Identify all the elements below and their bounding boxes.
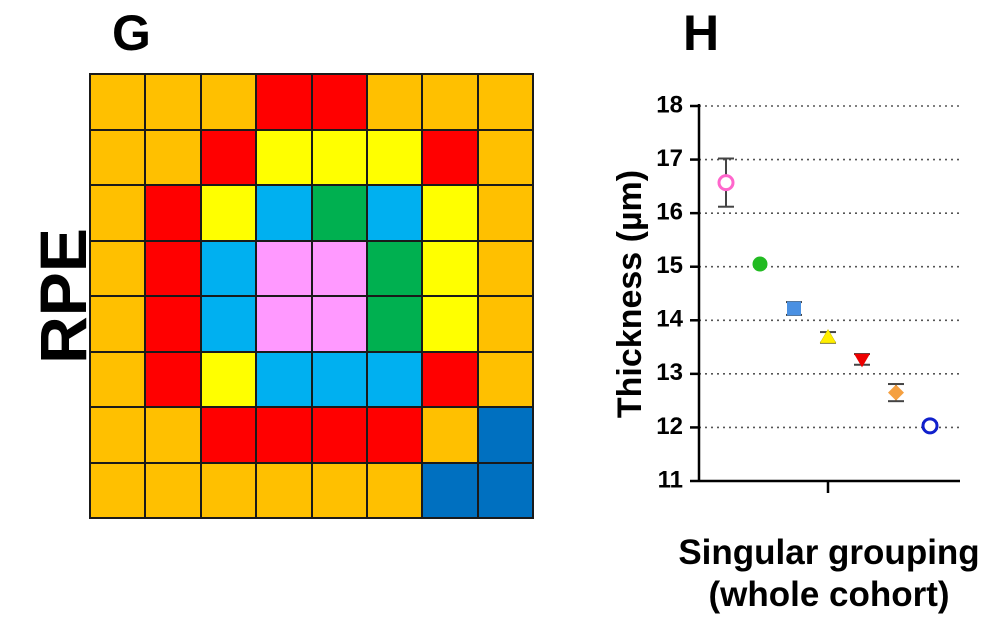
- grid-cell: [145, 462, 201, 518]
- grid-cell: [200, 74, 257, 130]
- grid-cell: [366, 74, 423, 130]
- grid-cell: [145, 407, 201, 463]
- grid-cell: [477, 462, 533, 518]
- grid-cell: [311, 129, 367, 185]
- grid-cell: [200, 462, 257, 518]
- grid-cell: [477, 74, 533, 130]
- grid-cell: [311, 74, 367, 130]
- grid-cell: [200, 296, 257, 352]
- grid-cell: [256, 296, 312, 352]
- panel-letter-g: G: [112, 5, 151, 61]
- grid-cell: [145, 296, 201, 352]
- x-axis-label-line-2: (whole cohort): [708, 575, 950, 614]
- y-tick-label: 12: [656, 413, 683, 440]
- y-tick-label: 16: [656, 198, 683, 225]
- y-tick-label: 17: [656, 145, 683, 172]
- data-point: [752, 256, 768, 272]
- y-tick-label: 11: [658, 466, 683, 493]
- grid-cell: [256, 351, 312, 407]
- data-point: [854, 353, 870, 368]
- grid-cell: [477, 129, 533, 185]
- grid-cell: [477, 185, 533, 241]
- y-tick-label: 13: [656, 359, 683, 386]
- grid-cell: [366, 240, 423, 296]
- grid-cell: [256, 462, 312, 518]
- grid-cell: [366, 185, 423, 241]
- grid-cell: [200, 129, 257, 185]
- marker-open-circle: [921, 417, 939, 435]
- grid-cell: [366, 129, 423, 185]
- marker-circle: [752, 256, 768, 272]
- grid-cell: [200, 240, 257, 296]
- grid-cell: [366, 296, 423, 352]
- grid-cell: [256, 240, 312, 296]
- grid-cell: [422, 185, 478, 241]
- grid-cell: [90, 129, 146, 185]
- grid-cell: [311, 462, 367, 518]
- grid-cell: [256, 407, 312, 463]
- panel-letter-h: H: [683, 5, 720, 61]
- grid-cell: [200, 351, 257, 407]
- grid-cell: [145, 240, 201, 296]
- grid-cell: [90, 240, 146, 296]
- grid-cell: [200, 407, 257, 463]
- y-tick-labels: 11 12 13 14 15 16 17 18: [656, 91, 683, 493]
- marker-square: [787, 301, 801, 316]
- grid-cell: [311, 407, 367, 463]
- rpe-label: RPE: [26, 228, 100, 364]
- x-axis-label-line-1: Singular grouping: [678, 533, 980, 572]
- data-point: [786, 301, 802, 316]
- thickness-grid-map: [89, 73, 534, 519]
- grid-cell: [422, 129, 478, 185]
- grid-cell: [422, 240, 478, 296]
- grid-cell: [477, 296, 533, 352]
- grid-cell: [311, 240, 367, 296]
- grid-cell: [145, 74, 201, 130]
- y-axis-label: Thickness (µm): [611, 170, 649, 418]
- grid-cell: [422, 296, 478, 352]
- grid-cell: [311, 296, 367, 352]
- grid-cell: [200, 185, 257, 241]
- grid-cell: [256, 74, 312, 130]
- grid-cell: [422, 407, 478, 463]
- gridlines: [699, 105, 960, 429]
- grid-cell: [90, 462, 146, 518]
- grid-cell: [366, 407, 423, 463]
- grid-cell: [90, 351, 146, 407]
- grid-cell: [311, 185, 367, 241]
- grid-cell: [256, 129, 312, 185]
- data-point: [888, 383, 904, 403]
- grid-cell: [145, 129, 201, 185]
- grid-cell: [477, 240, 533, 296]
- grid-cell: [422, 74, 478, 130]
- grid-cell: [145, 185, 201, 241]
- x-axis-label: Singular grouping (whole cohort): [678, 532, 979, 616]
- grid-cell: [477, 407, 533, 463]
- grid-cell: [90, 296, 146, 352]
- y-tick-label: 18: [656, 91, 683, 118]
- y-tick-label: 14: [656, 306, 683, 333]
- marker-triangle-down: [854, 353, 870, 368]
- axes: [690, 104, 960, 493]
- grid-cell: [366, 462, 423, 518]
- thickness-scatter-chart: 11 12 13 14 15 16 17 18 Thickness (µm): [611, 91, 960, 493]
- y-tick-label: 15: [656, 252, 683, 279]
- grid-cell: [90, 74, 146, 130]
- marker-triangle-up: [819, 328, 837, 344]
- grid-cell: [90, 407, 146, 463]
- grid-cell: [366, 351, 423, 407]
- grid-cell: [90, 185, 146, 241]
- grid-cell: [477, 351, 533, 407]
- grid-cell: [145, 351, 201, 407]
- grid-cell: [256, 185, 312, 241]
- data-points: [717, 157, 939, 435]
- marker-open-circle: [717, 174, 735, 192]
- grid-cell: [422, 351, 478, 407]
- grid-cell: [311, 351, 367, 407]
- grid-cell: [422, 462, 478, 518]
- data-point: [921, 417, 939, 435]
- data-point: [717, 157, 735, 208]
- marker-diamond: [888, 384, 904, 401]
- data-point: [819, 328, 837, 344]
